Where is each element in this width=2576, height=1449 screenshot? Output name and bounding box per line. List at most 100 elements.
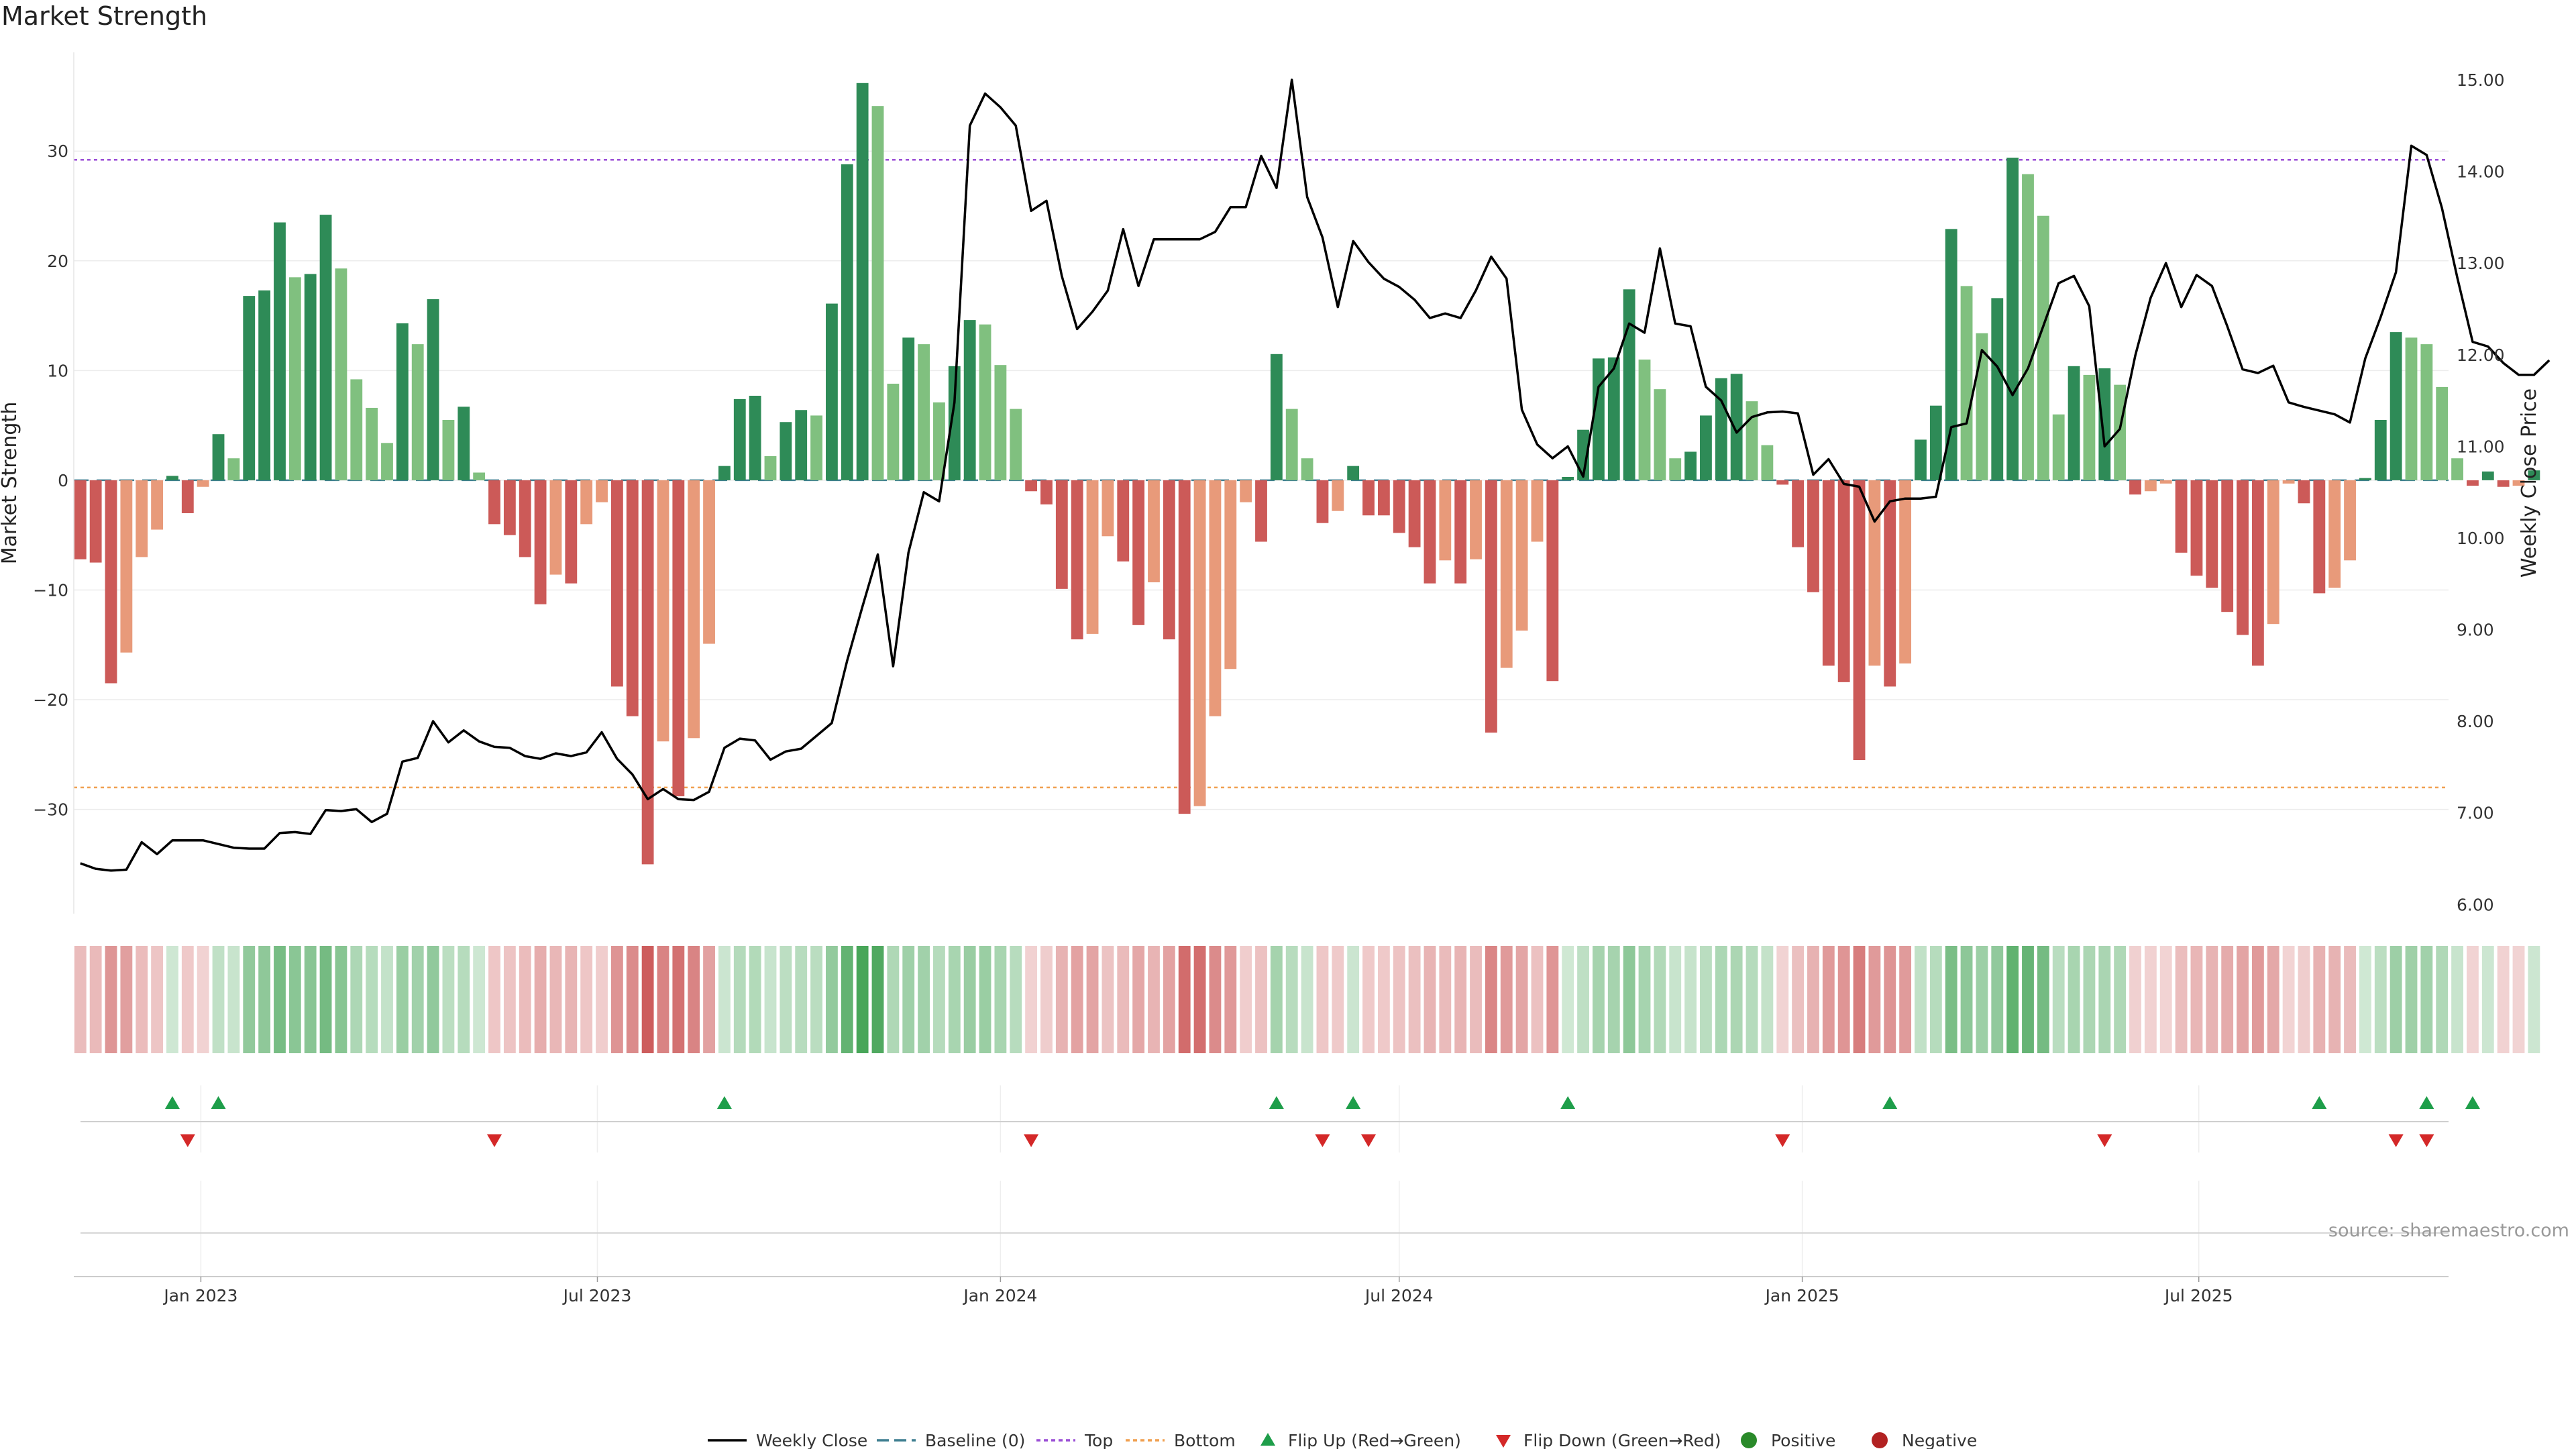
heat-cell: [304, 946, 317, 1053]
chart-title: Market Strength: [1, 1, 208, 31]
strength-bar: [366, 407, 378, 480]
strength-bar: [1224, 480, 1237, 669]
legend-entry: Weekly Close: [756, 1431, 867, 1449]
strength-bar: [733, 398, 746, 480]
heat-cell: [1332, 946, 1344, 1053]
flip-up-marker: [2465, 1096, 2480, 1109]
heat-cell: [2190, 946, 2203, 1053]
strength-bar: [1837, 480, 1850, 682]
strength-bar: [641, 480, 654, 865]
heat-cell: [1500, 946, 1513, 1053]
strength-bar: [1730, 374, 1743, 480]
strength-bar: [2175, 480, 2188, 553]
heat-cell: [1439, 946, 1452, 1053]
legend-entry: Flip Down (Green→Red): [1523, 1431, 1721, 1449]
legend-swatch-down: [1496, 1435, 1511, 1448]
strength-bar: [1178, 480, 1191, 814]
heat-cell: [2022, 946, 2034, 1053]
strength-bar: [596, 480, 608, 502]
strength-bar: [304, 274, 317, 480]
strength-bar: [227, 458, 240, 480]
strength-bar: [810, 415, 822, 480]
legend-entry: Bottom: [1174, 1431, 1236, 1449]
strength-bar: [1884, 480, 1896, 687]
heat-cell: [1915, 946, 1927, 1053]
heat-cell: [2436, 946, 2449, 1053]
heat-cell: [1071, 946, 1083, 1053]
strength-bar: [1071, 480, 1083, 640]
strength-bar: [688, 480, 700, 739]
heat-cell: [657, 946, 669, 1053]
heat-cell: [1025, 946, 1038, 1053]
heat-cell: [1178, 946, 1191, 1053]
strength-bar: [243, 296, 256, 480]
heat-cell: [1822, 946, 1835, 1053]
strength-bar: [1623, 289, 1635, 480]
strength-bar: [350, 379, 363, 480]
strength-bar: [1960, 286, 1973, 480]
strength-bar: [519, 480, 531, 557]
heat-cell: [1424, 946, 1436, 1053]
strength-bar: [979, 324, 991, 480]
strength-bar: [488, 480, 500, 525]
heat-cell: [2451, 946, 2463, 1053]
bottom-panel: [80, 1181, 2449, 1278]
flip-up-marker: [1269, 1096, 1284, 1109]
heat-cell: [1669, 946, 1682, 1053]
legend-entry: Baseline (0): [925, 1431, 1025, 1449]
strength-bar: [74, 480, 87, 559]
flip-up-marker: [2419, 1096, 2434, 1109]
strength-bar: [2405, 337, 2418, 480]
strength-bar: [1055, 480, 1068, 589]
y-tick-label: −30: [33, 800, 68, 820]
heat-cell: [1163, 946, 1175, 1053]
heat-cell: [1700, 946, 1712, 1053]
strength-bar: [2206, 480, 2218, 588]
strength-bar: [1792, 480, 1805, 547]
heat-cell: [933, 946, 945, 1053]
strength-bar: [1515, 480, 1528, 631]
strength-bar: [1102, 480, 1114, 537]
flip-down-marker: [1775, 1134, 1790, 1147]
heat-cell: [1240, 946, 1252, 1053]
strength-bar: [1316, 480, 1329, 523]
flip-up-marker: [716, 1096, 732, 1109]
strength-bar: [1638, 359, 1651, 480]
heat-cell: [1055, 946, 1068, 1053]
strength-bar: [703, 480, 715, 644]
heat-cell: [197, 946, 209, 1053]
heat-cell: [2129, 946, 2141, 1053]
heat-cell: [2068, 946, 2080, 1053]
strength-bar: [534, 480, 547, 604]
heat-cell: [2175, 946, 2188, 1053]
heat-cell: [350, 946, 363, 1053]
heat-cell: [1040, 946, 1053, 1053]
y2-tick-label: 8.00: [2457, 712, 2494, 731]
heat-cell: [1086, 946, 1099, 1053]
strength-bar: [1010, 409, 1022, 480]
strength-bar: [396, 323, 409, 480]
y2-axis-label: Weekly Close Price: [2518, 388, 2541, 578]
heat-cell: [764, 946, 777, 1053]
heat-cell: [473, 946, 486, 1053]
legend-swatch-up: [1260, 1433, 1275, 1446]
heat-cell: [2298, 946, 2310, 1053]
heat-cell: [2528, 946, 2540, 1053]
strength-bar: [274, 222, 286, 480]
heat-cell: [856, 946, 869, 1053]
heat-cell: [1148, 946, 1160, 1053]
heat-cell: [74, 946, 87, 1053]
heat-cell: [688, 946, 700, 1053]
strength-bar: [887, 383, 900, 480]
heat-cell: [1929, 946, 1942, 1053]
heat-cell: [902, 946, 915, 1053]
legend-swatch-dot: [1741, 1432, 1757, 1448]
y-tick-label: −20: [33, 690, 68, 710]
heat-cell: [258, 946, 271, 1053]
heat-cell: [979, 946, 991, 1053]
weekly-close-line-group: [80, 78, 2551, 872]
strength-bar: [2251, 480, 2264, 666]
heat-cell: [596, 946, 608, 1053]
strength-bar: [610, 480, 623, 687]
